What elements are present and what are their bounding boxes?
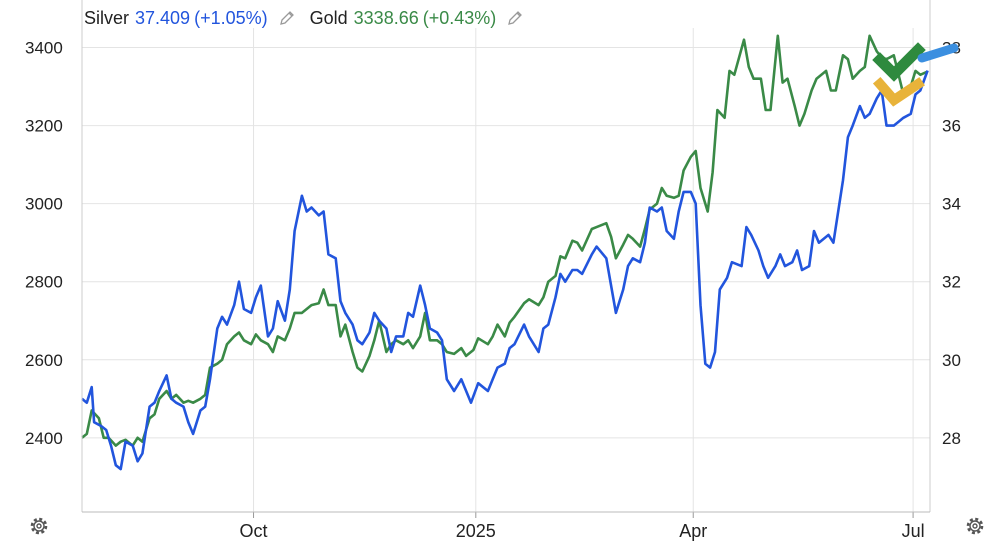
legend-gold-change: (+0.43%) (422, 7, 497, 28)
y-tick-label-right: 30 (942, 351, 961, 370)
x-tick-label: Jul (902, 521, 925, 541)
y-tick-label-left: 3000 (25, 195, 63, 214)
y-tick-label-left: 2600 (25, 351, 63, 370)
y-tick-label-right: 32 (942, 273, 961, 292)
chart-legend: Silver 37.409 (+1.05%) Gold 3338.66 (+0.… (84, 6, 538, 30)
chart-axes: 240026002800300032003400283032343638Oct2… (25, 0, 961, 541)
chart-series (81, 34, 929, 471)
legend-gold-name: Gold (309, 7, 348, 28)
series-line-silver (81, 70, 929, 471)
gear-icon[interactable] (964, 515, 986, 537)
y-tick-label-left: 2800 (25, 273, 63, 292)
y-tick-label-right: 34 (942, 195, 961, 214)
legend-silver-change: (+1.05%) (194, 7, 268, 28)
legend-silver-price: 37.409 (135, 7, 191, 28)
y-tick-label-right: 36 (942, 117, 961, 136)
gear-icon[interactable] (28, 515, 50, 537)
legend-gold-price: 3338.66 (353, 7, 419, 28)
logo-icon (872, 42, 959, 107)
legend-silver-name: Silver (84, 7, 130, 28)
y-tick-label-right: 28 (942, 429, 961, 448)
pencil-icon[interactable] (506, 9, 524, 27)
y-tick-label-left: 3400 (25, 39, 63, 58)
x-tick-label: Oct (240, 521, 268, 541)
x-tick-label: Apr (679, 521, 707, 541)
y-tick-label-left: 2400 (25, 429, 63, 448)
series-line-gold (81, 34, 929, 447)
pencil-icon[interactable] (278, 9, 296, 27)
y-tick-label-left: 3200 (25, 117, 63, 136)
x-tick-label: 2025 (456, 521, 496, 541)
